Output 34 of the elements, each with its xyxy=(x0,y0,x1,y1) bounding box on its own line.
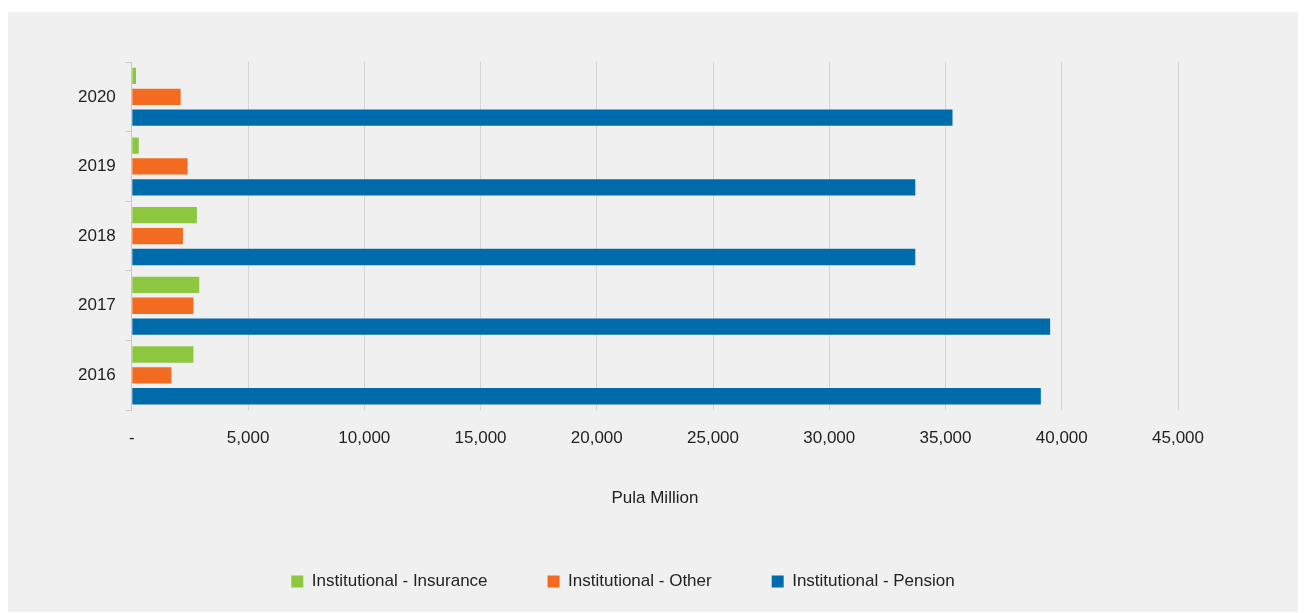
bar xyxy=(132,388,1041,405)
x-tick-label: 10,000 xyxy=(338,428,391,448)
y-tick-label: 2018 xyxy=(77,225,116,245)
x-tick-label: 40,000 xyxy=(1035,428,1088,448)
x-tick-label: 30,000 xyxy=(803,428,856,448)
legend-label: Institutional - Other xyxy=(568,571,713,591)
x-tick-label: 15,000 xyxy=(454,428,507,448)
bar xyxy=(132,88,181,105)
y-tick-label: 2020 xyxy=(77,86,116,106)
bar xyxy=(132,276,200,293)
bar xyxy=(132,346,194,363)
x-tick-label: 20,000 xyxy=(570,428,623,448)
x-axis-title: Pula Million xyxy=(611,488,699,508)
bar xyxy=(132,297,194,314)
bar xyxy=(132,318,1051,335)
x-tick-label: 25,000 xyxy=(687,428,740,448)
x-tick-label: 5,000 xyxy=(226,428,270,448)
bar xyxy=(132,158,188,175)
bar xyxy=(132,367,172,384)
legend-label: Institutional - Insurance xyxy=(311,571,488,591)
y-tick-label: 2016 xyxy=(77,365,116,385)
bar xyxy=(132,67,136,85)
x-tick-label: - xyxy=(128,428,135,448)
x-tick-label: 45,000 xyxy=(1152,428,1204,448)
bar xyxy=(132,109,953,126)
bar xyxy=(132,207,197,224)
legend-label: Institutional - Pension xyxy=(792,571,955,591)
x-tick-label: 35,000 xyxy=(919,428,972,448)
bar xyxy=(132,227,183,245)
y-tick-label: 2017 xyxy=(77,295,116,315)
bar xyxy=(132,179,916,196)
bar xyxy=(132,137,139,154)
bar xyxy=(132,248,916,266)
y-tick-label: 2019 xyxy=(77,156,116,176)
